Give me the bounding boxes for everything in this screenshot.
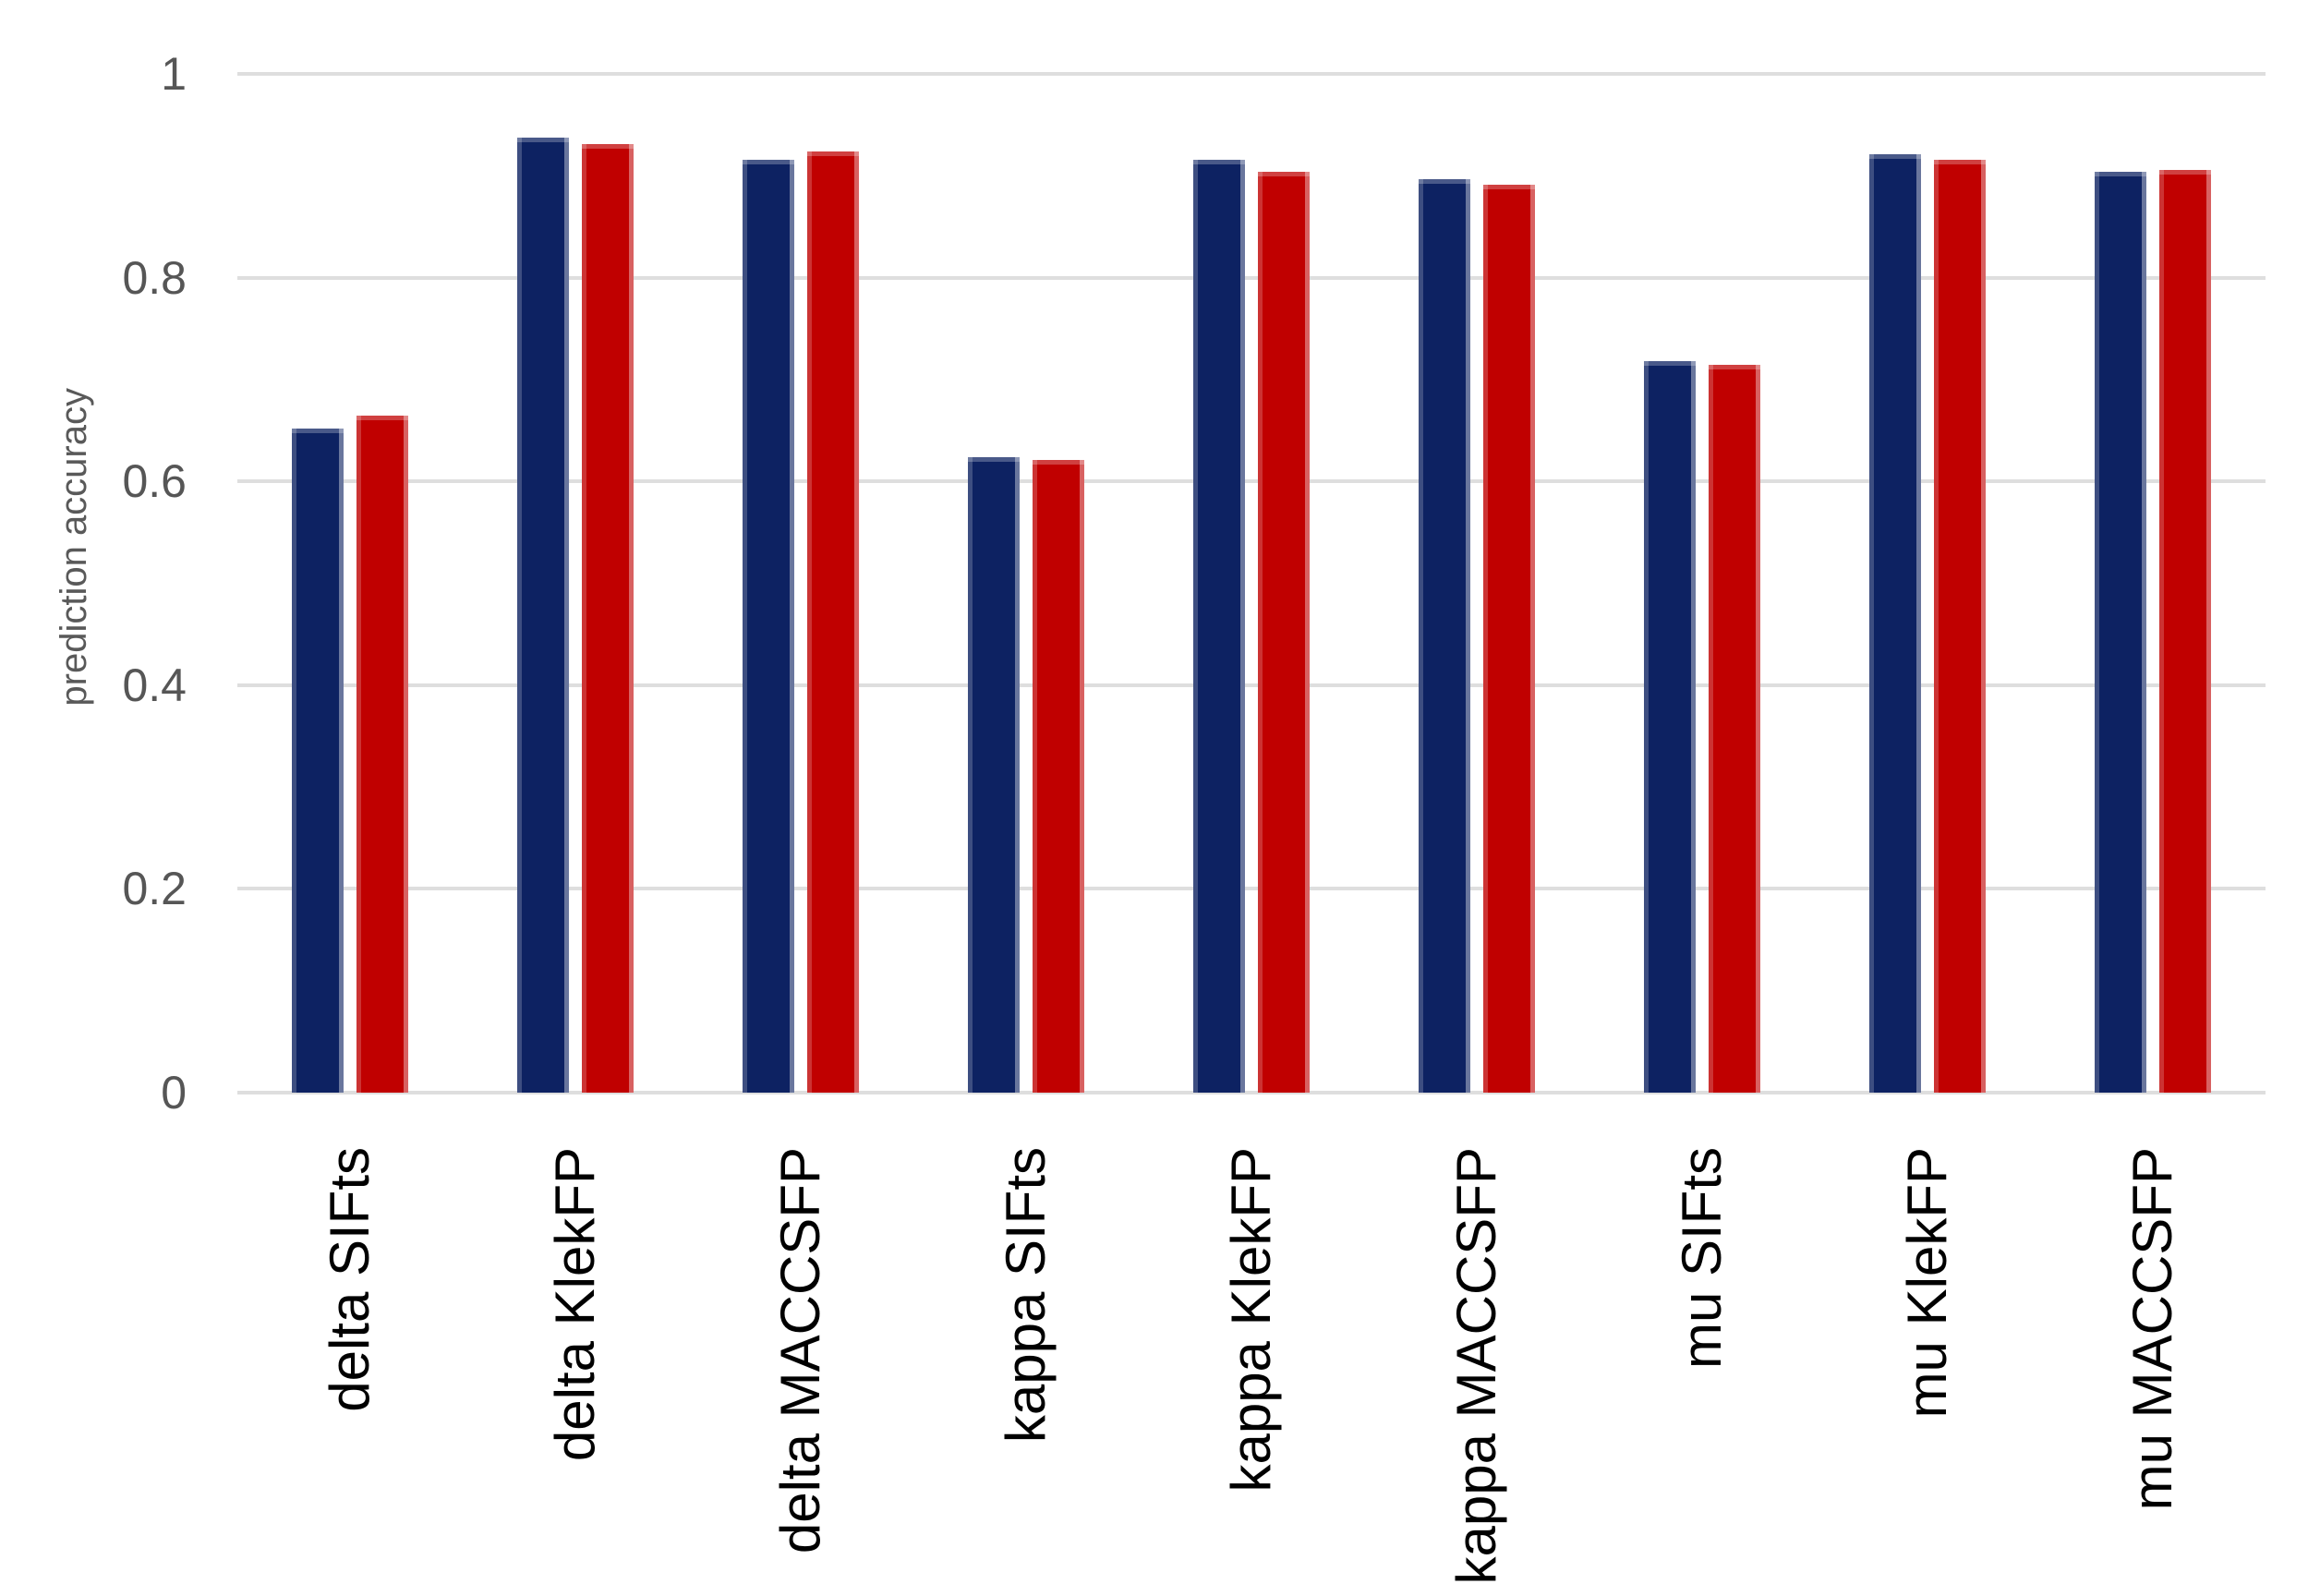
- bar-navy-kappa-MACCSFP: [1419, 179, 1470, 1093]
- x-category-label-mu-KlekFP: mu KlekFP: [1896, 1147, 1958, 1419]
- x-category-label-delta-SIFts: delta SIFts: [319, 1147, 381, 1412]
- bar-navy-delta-KlekFP: [517, 138, 569, 1093]
- bar-red-delta-SIFts: [356, 416, 408, 1093]
- y-tick-label-0.2: 0.2: [122, 863, 187, 915]
- gridline-y-0.2: [237, 887, 2266, 891]
- bar-navy-kappa-SIFts: [968, 457, 1020, 1093]
- gridline-y-0: [237, 1091, 2266, 1094]
- bar-red-kappa-SIFts: [1033, 460, 1084, 1093]
- gridline-y-0.4: [237, 683, 2266, 687]
- x-category-label-kappa-MACCSFP: kappa MACCSFP: [1445, 1147, 1507, 1585]
- y-tick-label-0: 0: [161, 1067, 187, 1118]
- y-tick-label-0.4: 0.4: [122, 659, 187, 711]
- x-category-label-mu-SIFts: mu SIFts: [1671, 1147, 1733, 1370]
- x-category-label-delta-MACCSFP: delta MACCSFP: [769, 1147, 831, 1554]
- y-tick-label-0.8: 0.8: [122, 251, 187, 304]
- x-category-label-kappa-KlekFP: kappa KlekFP: [1220, 1147, 1282, 1493]
- gridline-y-1: [237, 72, 2266, 76]
- bar-red-delta-KlekFP: [582, 144, 634, 1093]
- bar-red-kappa-KlekFP: [1258, 172, 1310, 1093]
- x-category-label-mu-MACCSFP: mu MACCSFP: [2121, 1147, 2183, 1511]
- bar-navy-mu-MACCSFP: [2095, 172, 2146, 1093]
- bar-red-mu-MACCSFP: [2159, 170, 2211, 1093]
- x-category-label-kappa-SIFts: kappa SIFts: [995, 1147, 1057, 1444]
- bar-navy-mu-KlekFP: [1869, 154, 1921, 1093]
- x-category-label-delta-KlekFP: delta KlekFP: [544, 1147, 606, 1462]
- y-tick-label-1: 1: [161, 48, 187, 100]
- bar-navy-mu-SIFts: [1644, 361, 1696, 1093]
- bar-navy-delta-MACCSFP: [743, 160, 794, 1093]
- bar-navy-kappa-KlekFP: [1193, 160, 1245, 1093]
- gridline-y-0.6: [237, 479, 2266, 484]
- bar-red-mu-SIFts: [1709, 365, 1760, 1093]
- bar-red-kappa-MACCSFP: [1483, 185, 1535, 1093]
- bar-red-delta-MACCSFP: [807, 151, 859, 1093]
- y-tick-label-0.6: 0.6: [122, 455, 187, 508]
- bar-red-mu-KlekFP: [1934, 160, 1986, 1093]
- bar-navy-delta-SIFts: [292, 429, 344, 1093]
- gridline-y-0.8: [237, 275, 2266, 280]
